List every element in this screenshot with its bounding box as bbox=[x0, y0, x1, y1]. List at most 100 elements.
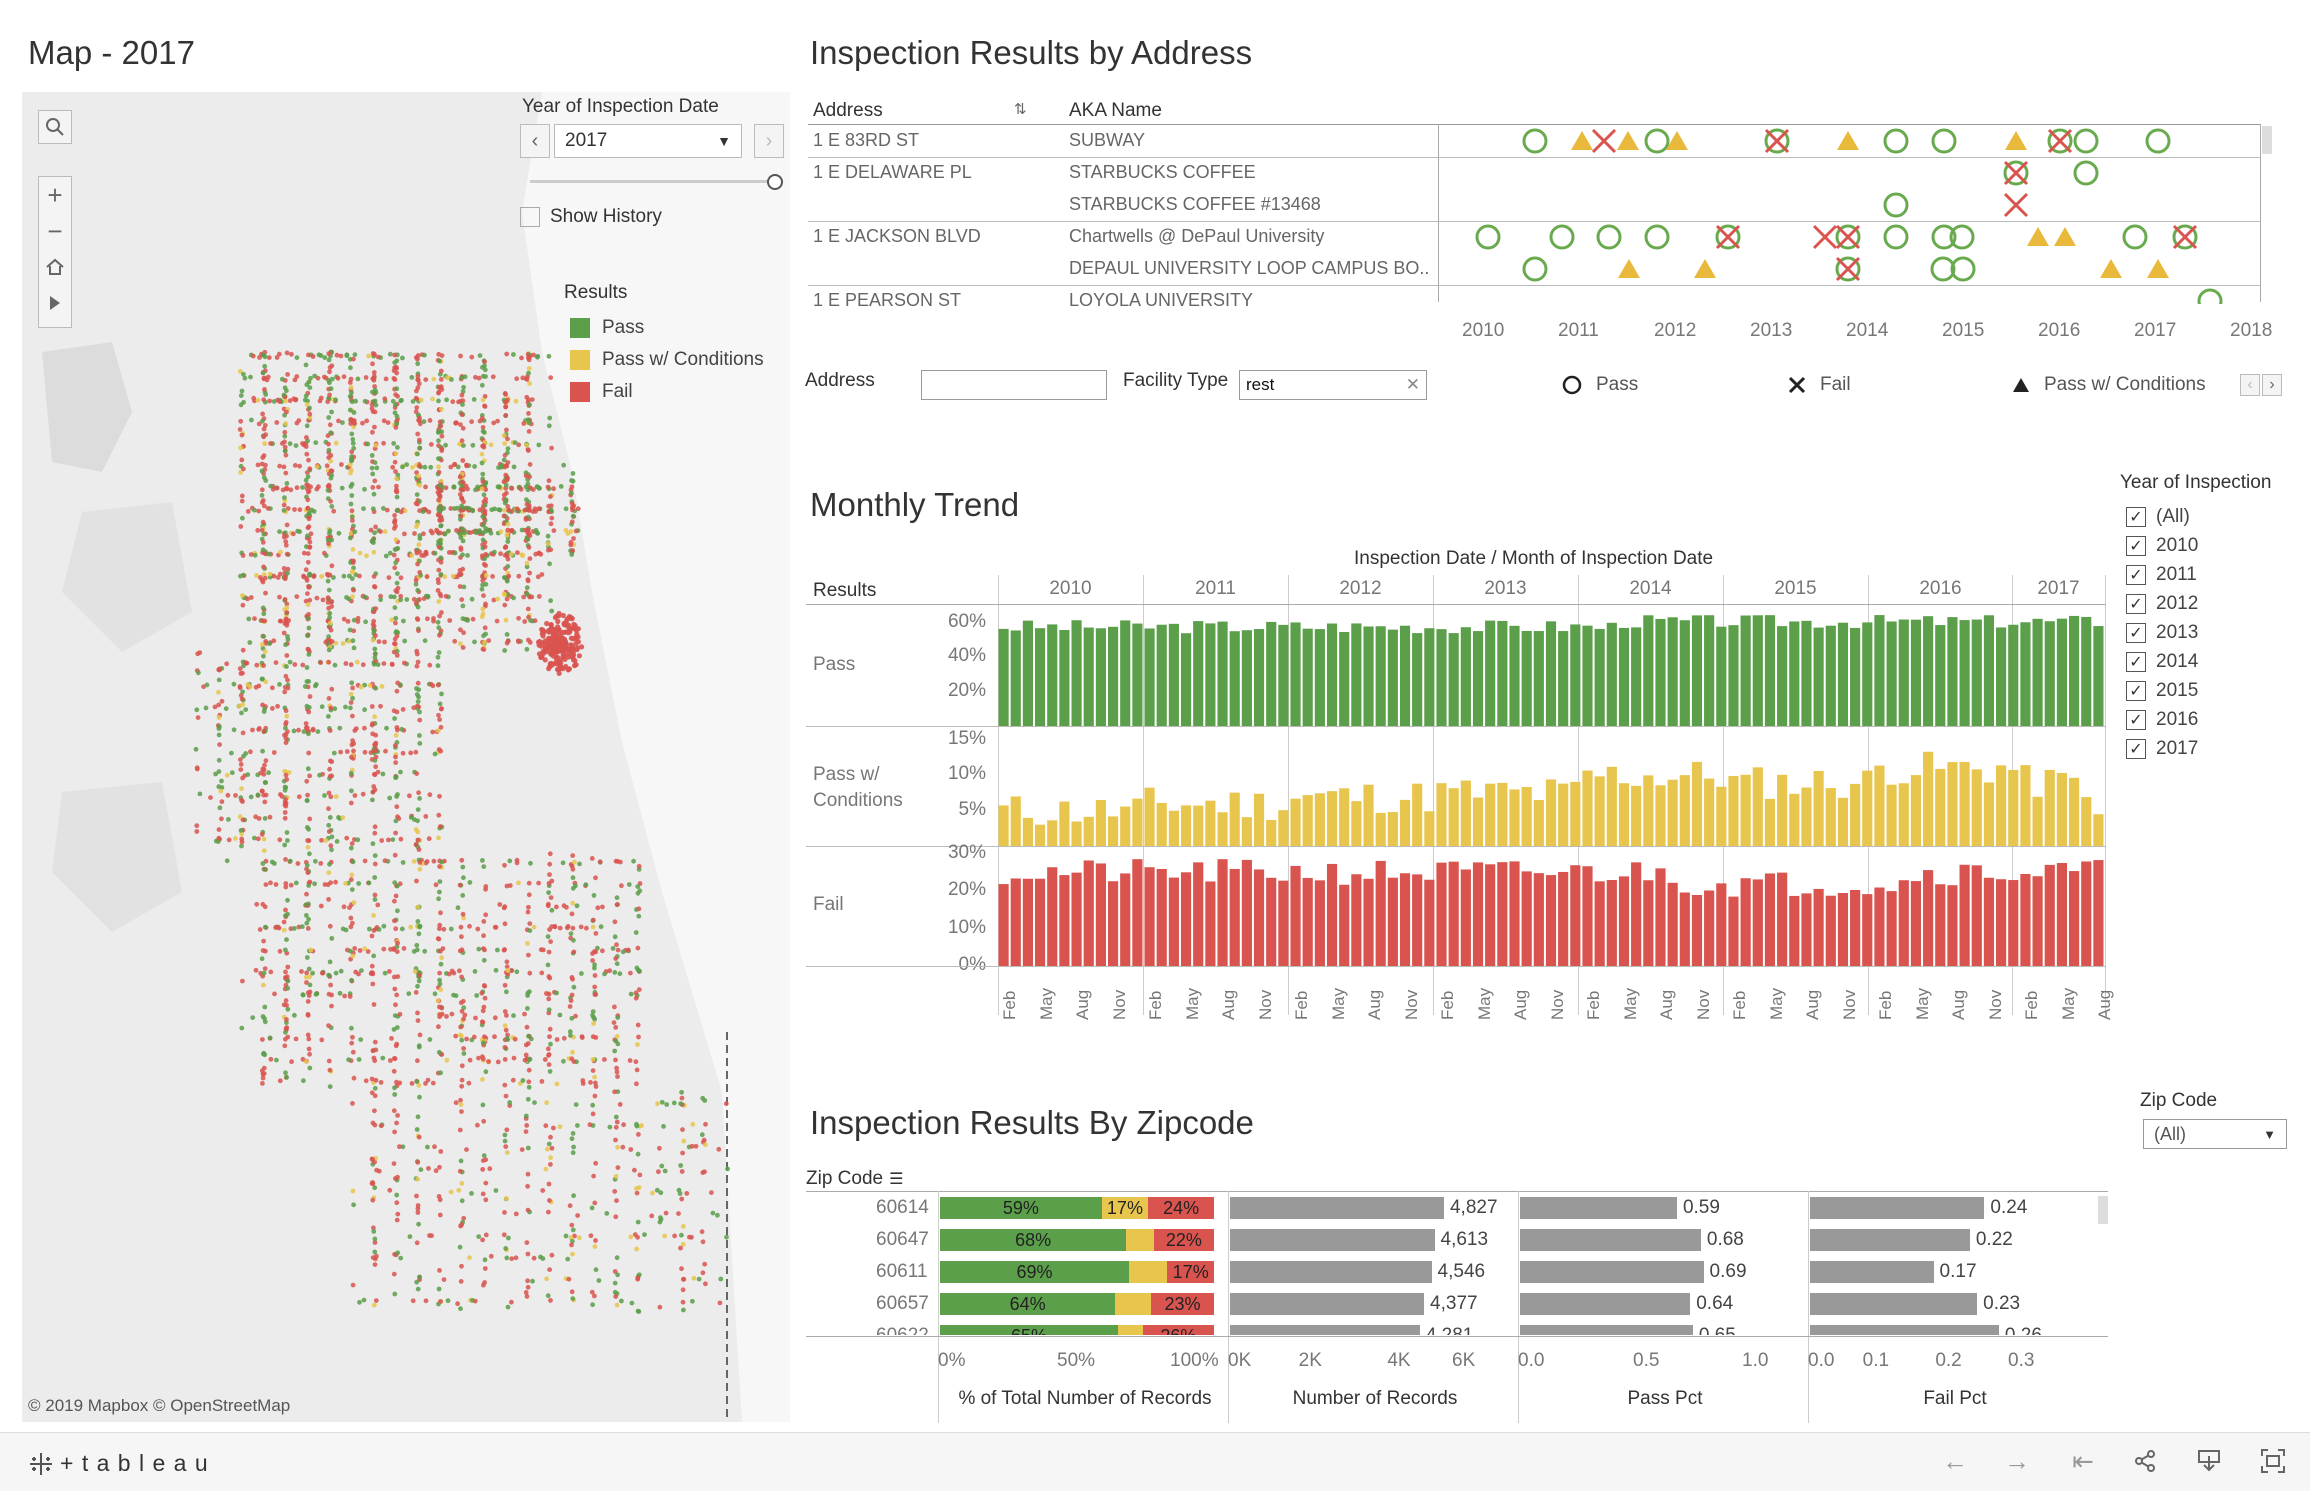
map-point[interactable] bbox=[216, 827, 222, 832]
map-point[interactable] bbox=[333, 640, 339, 646]
map-point[interactable] bbox=[460, 911, 466, 917]
map-point[interactable] bbox=[461, 384, 466, 390]
map-point[interactable] bbox=[546, 974, 552, 979]
map-point[interactable] bbox=[250, 353, 256, 359]
map-point[interactable] bbox=[505, 504, 511, 509]
map-point[interactable] bbox=[696, 1276, 702, 1282]
map-point[interactable] bbox=[304, 1059, 309, 1064]
map-point[interactable] bbox=[457, 441, 462, 447]
map-point[interactable] bbox=[450, 573, 456, 579]
map-point[interactable] bbox=[349, 680, 355, 686]
map-point[interactable] bbox=[258, 970, 263, 976]
map-point[interactable] bbox=[295, 861, 301, 866]
map-point[interactable] bbox=[362, 749, 368, 755]
map-point[interactable] bbox=[341, 374, 347, 380]
map-point[interactable] bbox=[546, 353, 552, 359]
map-point[interactable] bbox=[505, 1032, 510, 1038]
map-point[interactable] bbox=[589, 1289, 595, 1295]
map-point[interactable] bbox=[526, 952, 531, 958]
map-point[interactable] bbox=[348, 470, 353, 476]
map-point[interactable] bbox=[483, 496, 488, 502]
map-point[interactable] bbox=[328, 705, 334, 711]
map-point[interactable] bbox=[262, 799, 268, 805]
map-point[interactable] bbox=[307, 415, 313, 421]
map-point[interactable] bbox=[394, 1200, 400, 1206]
map-point[interactable] bbox=[240, 602, 246, 608]
map-point[interactable] bbox=[438, 423, 444, 429]
trend-bar[interactable] bbox=[1022, 817, 1033, 846]
map-point[interactable] bbox=[679, 1095, 685, 1101]
map-point[interactable] bbox=[524, 564, 530, 570]
map-point[interactable] bbox=[305, 633, 310, 638]
map-point[interactable] bbox=[305, 602, 311, 608]
map-point[interactable] bbox=[268, 483, 274, 489]
map-point[interactable] bbox=[504, 351, 510, 357]
map-point[interactable] bbox=[240, 689, 246, 695]
map-point[interactable] bbox=[589, 856, 595, 861]
map-point[interactable] bbox=[323, 838, 329, 843]
map-point[interactable] bbox=[416, 1044, 422, 1050]
map-point[interactable] bbox=[304, 778, 310, 784]
map-point[interactable] bbox=[437, 358, 443, 364]
map-point[interactable] bbox=[515, 550, 520, 555]
map-point[interactable] bbox=[525, 527, 531, 533]
map-point[interactable] bbox=[277, 594, 282, 600]
map-point[interactable] bbox=[391, 441, 397, 446]
map-point[interactable] bbox=[415, 522, 420, 527]
map-point[interactable] bbox=[362, 946, 368, 952]
checkbox-checked[interactable]: ✓ bbox=[2126, 622, 2146, 643]
map-point[interactable] bbox=[613, 1173, 619, 1179]
map-point[interactable] bbox=[260, 411, 265, 417]
map-point[interactable] bbox=[467, 923, 472, 929]
map-point[interactable] bbox=[372, 1085, 378, 1091]
map-point[interactable] bbox=[458, 627, 463, 633]
map-point[interactable] bbox=[304, 679, 310, 684]
map-point[interactable] bbox=[416, 381, 422, 387]
map-point[interactable] bbox=[592, 962, 597, 968]
trend-bar[interactable] bbox=[1837, 797, 1849, 846]
trend-bar[interactable] bbox=[1144, 628, 1155, 726]
map-point[interactable] bbox=[317, 398, 323, 404]
cond-segment[interactable] bbox=[1129, 1261, 1168, 1283]
fail-pct-bar[interactable] bbox=[1810, 1261, 1934, 1283]
map-point[interactable] bbox=[462, 1012, 468, 1018]
map-point[interactable] bbox=[371, 1302, 377, 1308]
map-point[interactable] bbox=[307, 539, 313, 545]
map-point[interactable] bbox=[546, 635, 552, 641]
map-point[interactable] bbox=[414, 470, 419, 475]
map-point[interactable] bbox=[476, 1055, 481, 1061]
trend-bar[interactable] bbox=[1193, 621, 1204, 726]
map-point[interactable] bbox=[263, 758, 269, 764]
map-point[interactable] bbox=[260, 1014, 266, 1019]
inspection-mark[interactable] bbox=[2100, 259, 2122, 278]
aka-name-cell[interactable]: STARBUCKS COFFEE #13468 bbox=[1069, 194, 1321, 214]
trend-bar[interactable] bbox=[1582, 625, 1593, 726]
map-point[interactable] bbox=[460, 425, 466, 431]
trend-bar[interactable] bbox=[1266, 621, 1277, 726]
map-point[interactable] bbox=[350, 638, 356, 644]
map-point[interactable] bbox=[498, 529, 504, 535]
map-point[interactable] bbox=[387, 351, 393, 357]
map-point[interactable] bbox=[260, 547, 266, 553]
inspection-mark[interactable] bbox=[1715, 224, 1741, 250]
map-point[interactable] bbox=[338, 749, 343, 755]
map-point[interactable] bbox=[303, 477, 309, 483]
map-point[interactable] bbox=[479, 586, 485, 592]
map-point[interactable] bbox=[241, 371, 246, 377]
map-point[interactable] bbox=[593, 1080, 598, 1086]
map-point[interactable] bbox=[445, 375, 450, 381]
map-point[interactable] bbox=[194, 765, 200, 771]
trend-bar[interactable] bbox=[2093, 814, 2104, 846]
map-point[interactable] bbox=[285, 685, 291, 691]
map-point[interactable] bbox=[261, 982, 266, 988]
trend-bar[interactable] bbox=[1302, 877, 1313, 966]
map-point[interactable] bbox=[393, 488, 399, 494]
map-point[interactable] bbox=[538, 551, 544, 557]
map-point[interactable] bbox=[327, 959, 333, 965]
map-point[interactable] bbox=[326, 541, 331, 547]
trend-bar[interactable] bbox=[1764, 873, 1776, 966]
map-point[interactable] bbox=[299, 924, 305, 930]
map-point[interactable] bbox=[417, 717, 423, 723]
map-point[interactable] bbox=[268, 441, 273, 446]
map-point[interactable] bbox=[467, 880, 473, 885]
